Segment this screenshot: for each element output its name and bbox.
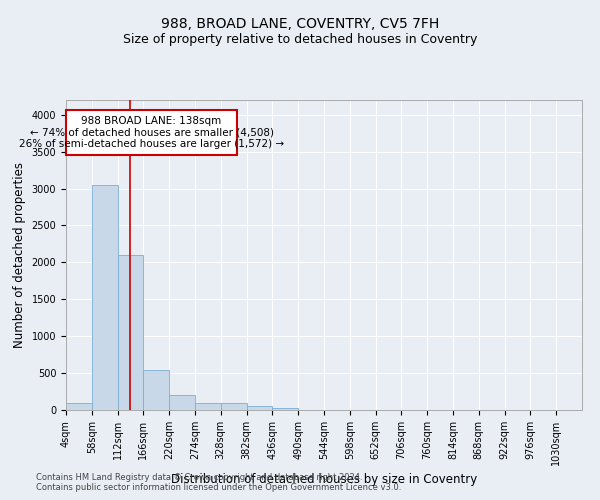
Bar [195,402,221,410]
Text: Size of property relative to detached houses in Coventry: Size of property relative to detached ho… [123,32,477,46]
Bar [247,406,272,410]
Bar [92,185,118,410]
X-axis label: Distribution of detached houses by size in Coventry: Distribution of detached houses by size … [171,474,477,486]
Text: 988, BROAD LANE, COVENTRY, CV5 7FH: 988, BROAD LANE, COVENTRY, CV5 7FH [161,18,439,32]
Text: Contains HM Land Registry data © Crown copyright and database right 2024.: Contains HM Land Registry data © Crown c… [36,474,362,482]
FancyBboxPatch shape [66,110,237,154]
Text: 988 BROAD LANE: 138sqm: 988 BROAD LANE: 138sqm [82,116,221,126]
Bar [143,370,169,410]
Bar [221,402,247,410]
Text: 26% of semi-detached houses are larger (1,572) →: 26% of semi-detached houses are larger (… [19,138,284,148]
Bar [66,402,92,410]
Text: Contains public sector information licensed under the Open Government Licence v3: Contains public sector information licen… [36,484,401,492]
Bar [272,408,298,410]
Bar [169,395,195,410]
Bar [118,255,143,410]
Y-axis label: Number of detached properties: Number of detached properties [13,162,26,348]
Text: ← 74% of detached houses are smaller (4,508): ← 74% of detached houses are smaller (4,… [29,128,274,138]
